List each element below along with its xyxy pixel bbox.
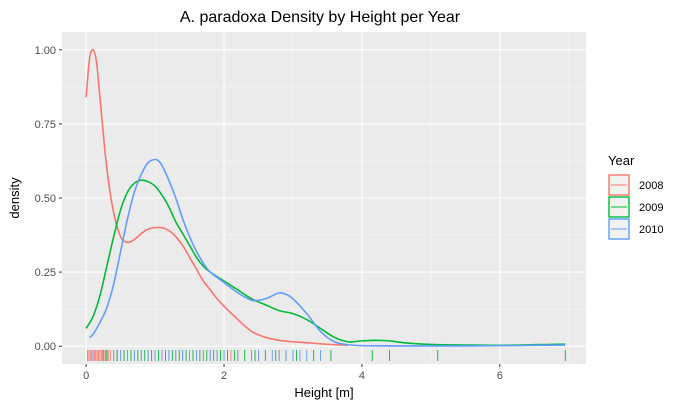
x-tick-label: 6 [497,370,503,382]
x-axis-title: Height [m] [294,385,353,400]
y-axis-title: density [7,177,22,219]
x-axis-ticks: 0 2 4 6 [83,364,503,382]
y-axis-ticks: 0.00 0.25 0.50 0.75 1.00 [35,45,62,353]
legend-title: Year [608,153,635,168]
legend-label-2010: 2010 [639,224,663,236]
legend-label-2008: 2008 [639,180,663,192]
y-tick-label: 0.00 [35,341,56,353]
x-tick-label: 0 [83,370,89,382]
chart-title: A. paradoxa Density by Height per Year [180,9,461,26]
density-lines [85,48,566,347]
density-line-2010 [89,158,566,347]
x-tick-label: 2 [221,370,227,382]
rug-layer [87,350,566,361]
x-tick-label: 4 [359,370,365,382]
legend-label-2009: 2009 [639,202,663,214]
density-line-2008 [85,48,349,347]
y-tick-label: 0.50 [35,193,56,205]
y-tick-label: 0.75 [35,119,56,131]
y-tick-label: 1.00 [35,45,56,57]
legend-items: 2008 2009 2010 [608,174,663,240]
y-tick-label: 0.25 [35,267,56,279]
legend: Year 2008 2009 2010 [608,153,663,240]
